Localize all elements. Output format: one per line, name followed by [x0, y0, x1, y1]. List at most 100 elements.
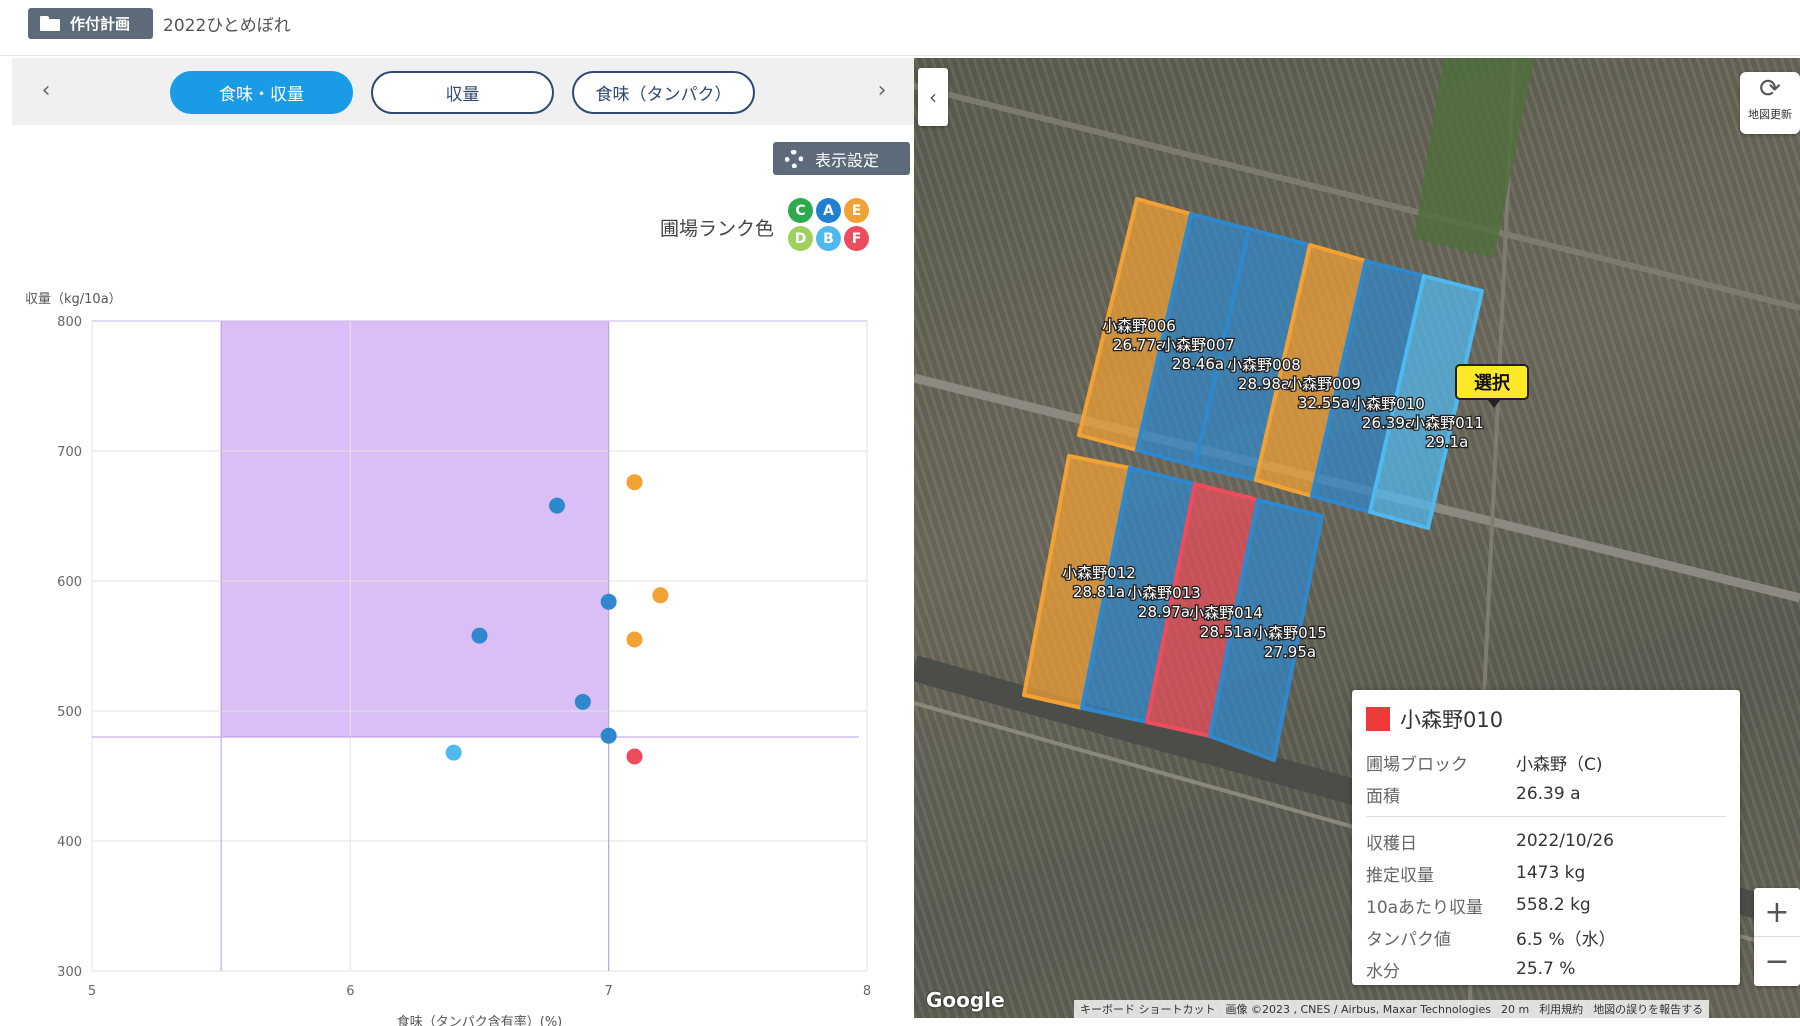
x-axis-label: 食味（タンパク含有率）(%)	[397, 1014, 563, 1026]
map-refresh-button[interactable]: ⟳ 地図更新	[1740, 72, 1800, 134]
field-area-label: 28.46a	[1172, 355, 1224, 373]
crop-name: 2022ひとめぼれ	[163, 16, 291, 36]
x-tick-label: 6	[346, 984, 354, 999]
refresh-icon: ⟳	[1759, 74, 1781, 104]
field-area-label: 26.77a	[1113, 336, 1165, 354]
green-field	[1414, 58, 1534, 258]
info-row: 収穫日 2022/10/26	[1366, 825, 1726, 857]
target-region	[221, 321, 609, 737]
field-area-label: 28.51a	[1200, 623, 1252, 641]
field-info-card: 小森野010 圃場ブロック 小森野（C) 面積 26.39 a 収穫日 2022/10/…	[1352, 690, 1740, 985]
info-row: 面積 26.39 a	[1366, 778, 1726, 810]
tab-taste-yield[interactable]: 食味・収量	[170, 71, 353, 114]
x-tick-label: 8	[863, 984, 871, 999]
info-row: 圃場ブロック 小森野（C)	[1366, 746, 1726, 778]
data-point[interactable]	[652, 587, 669, 604]
field-name-label: 小森野010	[1351, 395, 1425, 413]
attribution-item[interactable]: 20 m	[1500, 1002, 1530, 1016]
rank-dot-d: D	[788, 226, 813, 251]
plan-button[interactable]: 作付計画	[28, 8, 153, 39]
scatter-chart: 300 400 500 600 700 800 5 6 7 8 収量（kg/10a） 食味（タンパク含…	[25, 292, 871, 1026]
zoom-in-button[interactable]: +	[1754, 888, 1800, 937]
chart-tab-bar: ‹ 食味・収量 収量 食味（タンパク） ›	[12, 58, 914, 125]
x-tick-label: 7	[605, 984, 613, 999]
field-info-title: 小森野010	[1400, 708, 1504, 732]
field-area-label: 28.97a	[1138, 603, 1190, 621]
y-tick-label: 300	[57, 965, 82, 980]
info-row: タンパク値 6.5 %（水）	[1366, 921, 1726, 953]
info-value: 小森野（C)	[1516, 754, 1603, 775]
field-name-label: 小森野012	[1062, 564, 1136, 582]
data-point[interactable]	[600, 727, 617, 744]
rank-dot-e: E	[844, 198, 869, 223]
field-area-label: 32.55a	[1298, 394, 1350, 412]
field-name-label: 小森野013	[1127, 584, 1201, 602]
info-key: 面積	[1366, 786, 1400, 807]
info-row: 水分 25.7 %	[1366, 953, 1726, 985]
zoom-out-button[interactable]: −	[1764, 944, 1790, 979]
info-key: 収穫日	[1366, 833, 1417, 854]
field-name-label: 小森野014	[1189, 604, 1263, 622]
chevron-right-icon[interactable]: ›	[877, 78, 887, 103]
field-color-swatch	[1366, 707, 1390, 731]
road	[914, 83, 1800, 311]
attribution-item[interactable]: 利用規約	[1539, 1003, 1584, 1016]
data-point[interactable]	[549, 497, 565, 514]
map-view[interactable]: 小森野006 26.77a 小森野007 28.46a 小森野008 28.98a 小森野0…	[914, 58, 1800, 1018]
x-tick-label: 5	[88, 984, 96, 999]
info-row: 10aあたり収量 558.2 kg	[1366, 889, 1726, 921]
info-key: タンパク値	[1366, 929, 1451, 950]
rank-dot-f: F	[844, 226, 869, 251]
field-area-label: 27.95a	[1264, 643, 1316, 661]
y-axis-label: 収量（kg/10a）	[25, 292, 122, 307]
gear-icon	[785, 149, 803, 168]
y-tick-label: 500	[57, 705, 82, 720]
map-attribution: キーボード ショートカット 画像 ©2023 , CNES / Airbus, M…	[1074, 1000, 1710, 1018]
attribution-item[interactable]: 画像 ©2023 , CNES / Airbus, Maxar Technolo…	[1225, 1003, 1491, 1016]
tab-yield[interactable]: 収量	[371, 71, 554, 114]
field-polygon[interactable]	[1368, 274, 1484, 530]
info-key: 圃場ブロック	[1366, 754, 1468, 775]
data-point[interactable]	[574, 693, 591, 710]
info-key: 水分	[1366, 961, 1400, 982]
display-settings-button[interactable]: 表示設定	[773, 142, 910, 175]
field-area-label: 28.98a	[1238, 375, 1290, 393]
data-point[interactable]	[600, 593, 617, 610]
plan-button-label: 作付計画	[70, 15, 131, 33]
field-name-label: 小森野015	[1253, 624, 1327, 642]
info-value: 6.5 %（水）	[1516, 929, 1616, 950]
data-point[interactable]	[626, 631, 643, 648]
rank-dot-c: C	[788, 198, 813, 223]
field-area-label: 26.39a	[1362, 414, 1414, 432]
field-name-label: 小森野011	[1410, 414, 1484, 432]
data-point[interactable]	[626, 474, 643, 491]
chevron-left-icon[interactable]: ‹	[41, 78, 51, 103]
info-value: 26.39 a	[1516, 784, 1581, 804]
field-name-label: 小森野009	[1287, 375, 1361, 393]
tab-taste-protein[interactable]: 食味（タンパク）	[572, 71, 755, 114]
info-divider	[1366, 816, 1726, 817]
attribution-item[interactable]: キーボード ショートカット	[1080, 1003, 1216, 1016]
attribution-item[interactable]: 地図の誤りを報告する	[1593, 1003, 1704, 1016]
rank-dot-b: B	[816, 226, 841, 251]
data-point[interactable]	[626, 748, 643, 765]
display-settings-label: 表示設定	[815, 150, 880, 170]
rank-dot-a: A	[816, 198, 841, 223]
info-key: 10aあたり収量	[1366, 897, 1484, 918]
y-tick-label: 800	[57, 315, 82, 330]
info-row: 推定収量 1473 kg	[1366, 857, 1726, 889]
field-polygon[interactable]	[1208, 498, 1324, 762]
y-tick-label: 600	[57, 575, 82, 590]
data-point[interactable]	[445, 744, 462, 761]
field-name-label: 小森野008	[1227, 356, 1301, 374]
info-key: 推定収量	[1366, 865, 1434, 886]
info-value: 2022/10/26	[1516, 831, 1614, 851]
map-refresh-label: 地図更新	[1748, 108, 1792, 121]
data-point[interactable]	[471, 627, 488, 644]
y-tick-label: 700	[57, 445, 82, 460]
zoom-control: + −	[1754, 888, 1800, 986]
top-bar: 作付計画 2022ひとめぼれ	[0, 0, 1800, 56]
collapse-panel-button[interactable]: ‹	[918, 68, 948, 126]
